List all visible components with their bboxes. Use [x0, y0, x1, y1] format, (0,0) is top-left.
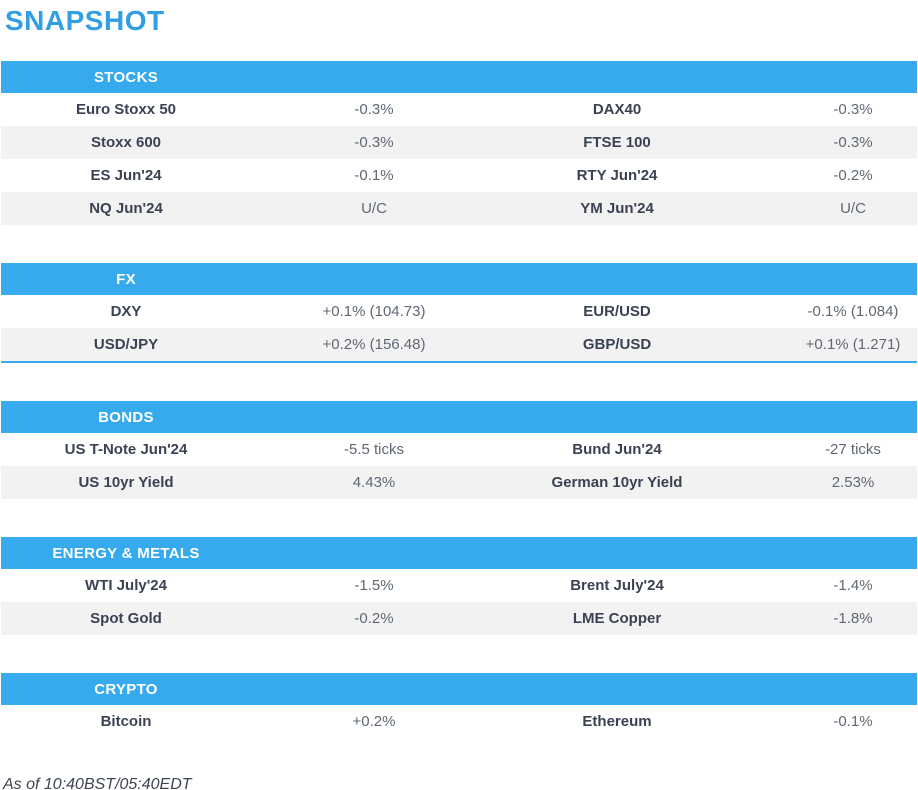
instrument-change: +0.2% (156.48): [322, 336, 426, 353]
instrument-label: NQ Jun'24: [89, 200, 163, 217]
table-row: Stoxx 600 -0.3% FTSE 100 -0.3%: [1, 126, 917, 159]
instrument-change: -0.3%: [833, 101, 873, 118]
instrument-change: +0.2%: [352, 713, 396, 730]
table-row: Bitcoin +0.2% Ethereum -0.1%: [1, 705, 917, 738]
table-row: US 10yr Yield 4.43% German 10yr Yield 2.…: [1, 466, 917, 499]
instrument-label: Ethereum: [582, 713, 652, 730]
table-row: DXY +0.1% (104.73) EUR/USD -0.1% (1.084): [1, 295, 917, 328]
energy-metals-header-bar: ENERGY & METALS: [1, 537, 917, 569]
as-of-timestamp: As of 10:40BST/05:40EDT: [3, 776, 192, 790]
instrument-label: USD/JPY: [93, 336, 159, 353]
instrument-change: -5.5 ticks: [343, 441, 404, 458]
instrument-label: DAX40: [592, 101, 642, 118]
section-header-label: ENERGY & METALS: [52, 544, 200, 562]
instrument-label: Spot Gold: [90, 610, 162, 627]
instrument-change: -0.1%: [354, 167, 394, 184]
instrument-change: 2.53%: [831, 474, 875, 491]
instrument-label: DXY: [110, 303, 142, 320]
instrument-change: -0.2%: [833, 167, 873, 184]
instrument-label: RTY Jun'24: [576, 167, 658, 184]
stocks-table: STOCKS Euro Stoxx 50 -0.3% DAX40 -0.3% S…: [1, 61, 917, 225]
instrument-change: -1.4%: [833, 577, 873, 594]
instrument-change: -0.1%: [833, 713, 873, 730]
table-row: USD/JPY +0.2% (156.48) GBP/USD +0.1% (1.…: [1, 328, 917, 361]
instrument-change: -0.3%: [833, 134, 873, 151]
page-title: SNAPSHOT: [5, 5, 165, 36]
energy-metals-table: ENERGY & METALS WTI July'24 -1.5% Brent …: [1, 537, 917, 635]
instrument-change: 4.43%: [352, 474, 396, 491]
instrument-label: WTI July'24: [85, 577, 167, 594]
instrument-change: +0.1% (1.271): [805, 336, 901, 353]
table-row: US T-Note Jun'24 -5.5 ticks Bund Jun'24 …: [1, 433, 917, 466]
section-header-label: BONDS: [98, 408, 154, 426]
instrument-label: LME Copper: [572, 610, 662, 627]
instrument-change: -0.2%: [354, 610, 394, 627]
crypto-table: CRYPTO Bitcoin +0.2% Ethereum -0.1%: [1, 673, 917, 738]
instrument-label: Stoxx 600: [90, 134, 162, 151]
instrument-label: US T-Note Jun'24: [64, 441, 188, 458]
instrument-change: -27 ticks: [825, 441, 881, 458]
instrument-label: EUR/USD: [583, 303, 651, 320]
instrument-change: -1.8%: [833, 610, 873, 627]
instrument-label: Euro Stoxx 50: [75, 101, 177, 118]
instrument-label: ES Jun'24: [90, 167, 162, 184]
table-row: WTI July'24 -1.5% Brent July'24 -1.4%: [1, 569, 917, 602]
instrument-label: German 10yr Yield: [551, 474, 683, 491]
stocks-header-bar: STOCKS: [1, 61, 917, 93]
crypto-header-bar: CRYPTO: [1, 673, 917, 705]
instrument-label: FTSE 100: [583, 134, 651, 151]
section-header-label: STOCKS: [93, 68, 159, 86]
table-row: ES Jun'24 -0.1% RTY Jun'24 -0.2%: [1, 159, 917, 192]
table-row: NQ Jun'24 U/C YM Jun'24 U/C: [1, 192, 917, 225]
instrument-change: -0.1% (1.084): [807, 303, 899, 320]
instrument-label: US 10yr Yield: [78, 474, 174, 491]
instrument-label: GBP/USD: [582, 336, 652, 353]
table-row: Spot Gold -0.2% LME Copper -1.8%: [1, 602, 917, 635]
instrument-change: -1.5%: [354, 577, 394, 594]
instrument-label: Brent July'24: [570, 577, 664, 594]
instrument-label: Bitcoin: [100, 713, 152, 730]
table-row: Euro Stoxx 50 -0.3% DAX40 -0.3%: [1, 93, 917, 126]
fx-header-bar: FX: [1, 263, 917, 295]
instrument-change: U/C: [361, 200, 387, 217]
bonds-header-bar: BONDS: [1, 401, 917, 433]
instrument-change: -0.3%: [354, 134, 394, 151]
instrument-label: Bund Jun'24: [572, 441, 662, 458]
instrument-label: YM Jun'24: [580, 200, 654, 217]
section-header-label: CRYPTO: [94, 680, 158, 698]
instrument-change: -0.3%: [354, 101, 394, 118]
fx-table: FX DXY +0.1% (104.73) EUR/USD -0.1% (1.0…: [1, 263, 917, 363]
bonds-table: BONDS US T-Note Jun'24 -5.5 ticks Bund J…: [1, 401, 917, 499]
instrument-change: +0.1% (104.73): [322, 303, 426, 320]
instrument-change: U/C: [840, 200, 866, 217]
section-header-label: FX: [116, 270, 136, 288]
